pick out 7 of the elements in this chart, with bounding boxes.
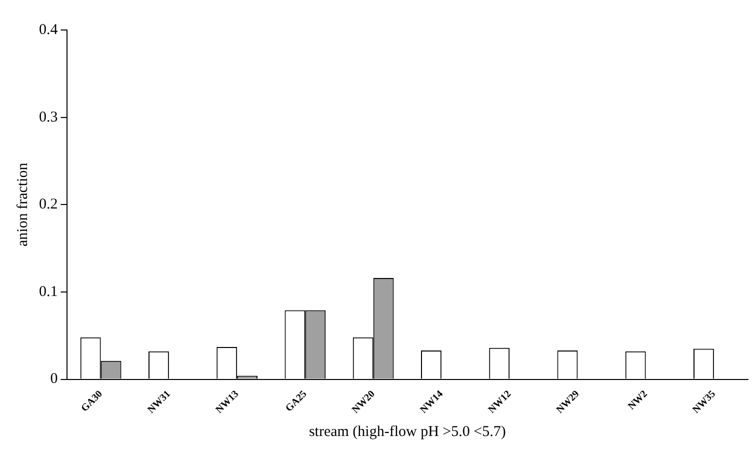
y-tick-label: 0.3: [39, 109, 58, 126]
y-tick-label: 0.4: [39, 22, 58, 38]
y-tick-label: 0.1: [39, 284, 58, 300]
y-tick-label: 0.2: [39, 196, 58, 213]
y-axis-title: anion fraction: [14, 162, 31, 246]
y-tick-label: 0: [50, 371, 58, 388]
x-axis-title: stream (high-flow pH >5.0 <5.7): [308, 424, 506, 440]
